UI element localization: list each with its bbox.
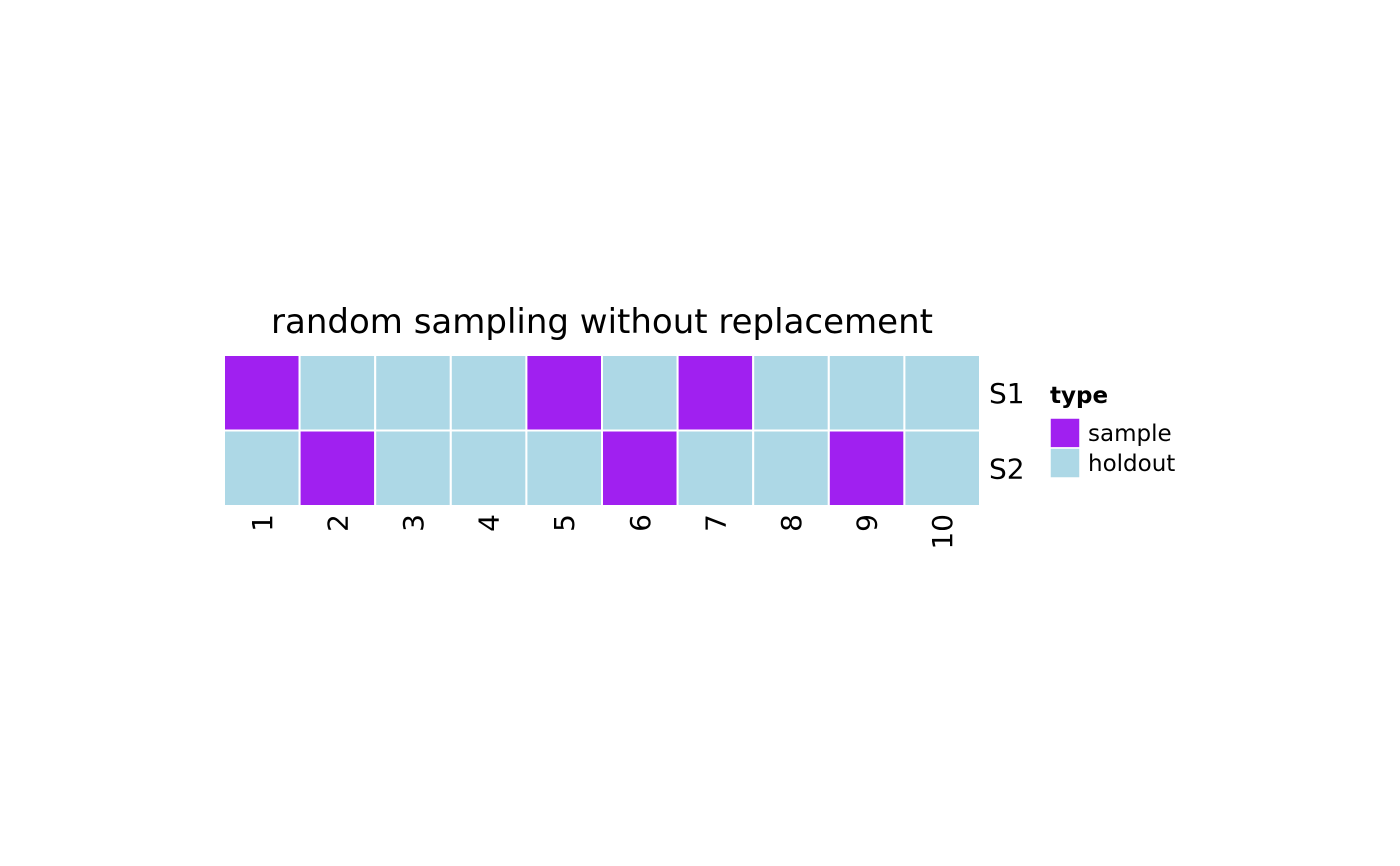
x-tick-label: 2 <box>321 514 354 532</box>
x-tick-label: 3 <box>397 514 430 532</box>
heatmap-cell-s1-2-holdout <box>298 354 377 432</box>
legend-label-holdout: holdout <box>1088 451 1175 477</box>
x-tick-label: 4 <box>473 514 506 532</box>
heatmap-cell-s2-8-holdout <box>752 429 830 507</box>
heatmap-cell-s2-7-holdout <box>676 429 755 507</box>
x-tick-label: 7 <box>699 514 732 532</box>
chart-title: random sampling without replacement <box>271 302 933 342</box>
x-tick-label: 1 <box>246 514 279 532</box>
heatmap-cell-s2-9-sample <box>827 429 906 507</box>
legend-key-sample <box>1049 417 1081 449</box>
heatmap-cell-s1-8-holdout <box>752 354 830 432</box>
heatmap-cell-s1-9-holdout <box>827 354 906 432</box>
heatmap-cell-s1-1-sample <box>223 354 301 432</box>
x-tick-label: 10 <box>926 514 959 550</box>
heatmap-cell-s2-6-sample <box>601 429 679 507</box>
heatmap-cell-s2-2-sample <box>298 429 377 507</box>
x-tick-label: 6 <box>624 514 657 532</box>
heatmap-cell-s1-6-holdout <box>601 354 679 432</box>
x-tick-label: 5 <box>548 514 581 532</box>
legend-entries: sample holdout <box>1049 417 1175 479</box>
heatmap-cell-s1-4-holdout <box>449 354 528 432</box>
x-tick-labels: 1 2 3 4 5 6 7 8 9 10 <box>246 514 959 550</box>
heatmap-cell-s1-10-holdout <box>903 354 982 432</box>
legend-label-sample: sample <box>1088 421 1172 447</box>
heatmap-cell-s1-7-sample <box>676 354 755 432</box>
heatmap-cell-s2-3-holdout <box>374 429 452 507</box>
heatmap-cell-s2-4-holdout <box>449 429 528 507</box>
y-tick-label: S2 <box>989 452 1025 485</box>
heatmap-cell-s1-3-holdout <box>374 354 452 432</box>
y-tick-label: S1 <box>989 377 1025 410</box>
heatmap-cells <box>223 354 982 507</box>
legend-title: type <box>1050 383 1108 409</box>
legend-key-holdout <box>1049 447 1081 479</box>
heatmap-cell-s2-5-holdout <box>525 429 604 507</box>
x-tick-label: 8 <box>775 514 808 532</box>
x-tick-label: 9 <box>851 514 884 532</box>
legend: type sample holdout <box>1049 383 1175 479</box>
y-tick-labels: S1 S2 <box>989 377 1025 486</box>
heatmap-cell-s1-5-sample <box>525 354 604 432</box>
heatmap-cell-s2-1-holdout <box>223 429 301 507</box>
heatmap-cell-s2-10-holdout <box>903 429 982 507</box>
